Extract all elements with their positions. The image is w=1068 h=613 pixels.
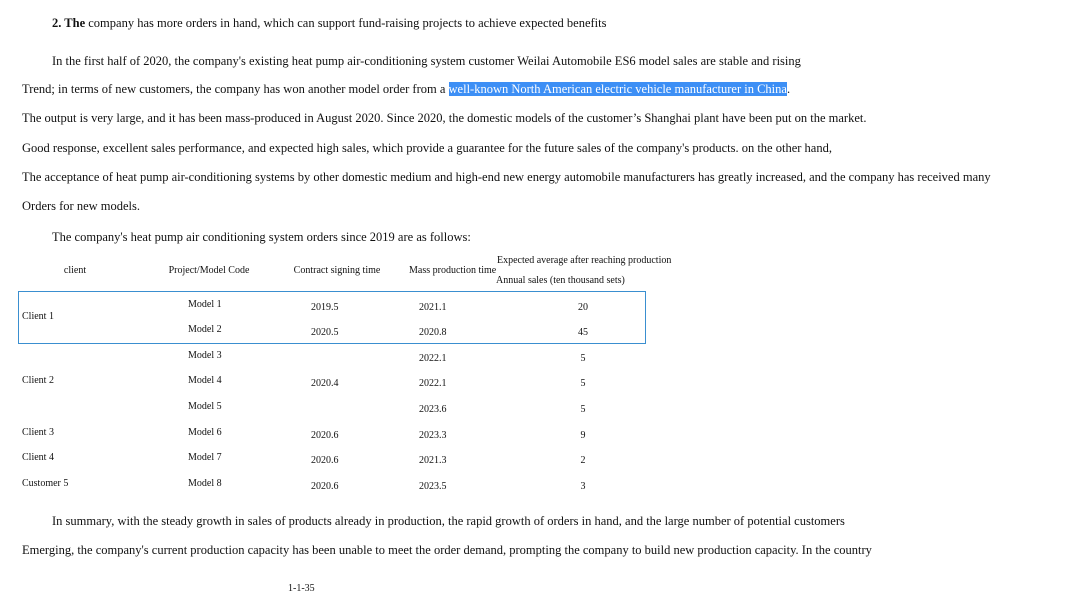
cell-model: Model 7 <box>188 452 222 463</box>
selected-text[interactable]: well-known North American electric vehic… <box>448 82 787 96</box>
cell-mass: 2023.5 <box>419 481 447 492</box>
cell-mass: 2022.1 <box>419 353 447 364</box>
cell-sales: 5 <box>580 404 586 415</box>
cell-mass: 2020.8 <box>419 327 447 338</box>
section-heading: 2. The company has more orders in hand, … <box>52 16 606 31</box>
cell-sales: 20 <box>578 302 588 313</box>
paragraph-line: Trend; in terms of new customers, the co… <box>22 82 790 97</box>
cell-sales: 45 <box>578 327 588 338</box>
paragraph-line: The acceptance of heat pump air-conditio… <box>22 170 991 184</box>
cell-client: Client 1 <box>22 311 54 322</box>
header-sales-1: Expected average after reaching producti… <box>497 255 672 266</box>
cell-client: Client 3 <box>22 427 54 438</box>
cell-client: Customer 5 <box>22 478 69 489</box>
cell-client: Client 4 <box>22 452 54 463</box>
cell-model: Model 5 <box>188 401 222 412</box>
period: . <box>786 82 791 96</box>
header-contract: Contract signing time <box>293 265 381 276</box>
paragraph-line: The output is very large, and it has bee… <box>22 111 867 125</box>
header-client: client <box>63 265 87 276</box>
cell-contract: 2020.6 <box>311 430 339 441</box>
cell-sales: 5 <box>580 353 586 364</box>
heading-number: 2. The <box>52 16 86 30</box>
cell-sales: 3 <box>580 481 586 492</box>
cell-sales: 5 <box>580 378 586 389</box>
cell-contract: 2019.5 <box>311 302 339 313</box>
summary-line: In summary, with the steady growth in sa… <box>52 514 845 528</box>
cell-sales: 9 <box>580 430 586 441</box>
table-intro: The company's heat pump air conditioning… <box>52 230 471 244</box>
cell-mass: 2022.1 <box>419 378 447 389</box>
cell-mass: 2021.3 <box>419 455 447 466</box>
cell-mass: 2023.6 <box>419 404 447 415</box>
selection-box <box>18 291 646 344</box>
cell-sales: 2 <box>580 455 586 466</box>
cell-model: Model 3 <box>188 350 222 361</box>
header-sales-2: Annual sales (ten thousand sets) <box>496 275 625 286</box>
cell-contract: 2020.4 <box>311 378 339 389</box>
cell-model: Model 1 <box>188 299 222 310</box>
paragraph-line: In the first half of 2020, the company's… <box>52 54 801 68</box>
header-mass: Mass production time <box>409 265 497 276</box>
page-number: 1-1-35 <box>288 583 315 594</box>
header-model: Project/Model Code <box>168 265 250 276</box>
cell-model: Model 4 <box>188 375 222 386</box>
cell-mass: 2023.3 <box>419 430 447 441</box>
paragraph-line: Orders for new models. <box>22 199 141 213</box>
cell-mass: 2021.1 <box>419 302 447 313</box>
paragraph-line: Good response, excellent sales performan… <box>22 141 832 155</box>
cell-contract: 2020.5 <box>311 327 339 338</box>
summary-line: Emerging, the company's current producti… <box>22 543 872 557</box>
cell-client: Client 2 <box>22 375 54 386</box>
cell-model: Model 8 <box>188 478 222 489</box>
cell-contract: 2020.6 <box>311 455 339 466</box>
line-text: Trend; in terms of new customers, the co… <box>22 82 449 96</box>
cell-contract: 2020.6 <box>311 481 339 492</box>
cell-model: Model 6 <box>188 427 222 438</box>
heading-text: company has more orders in hand, which c… <box>85 16 607 30</box>
cell-model: Model 2 <box>188 324 222 335</box>
